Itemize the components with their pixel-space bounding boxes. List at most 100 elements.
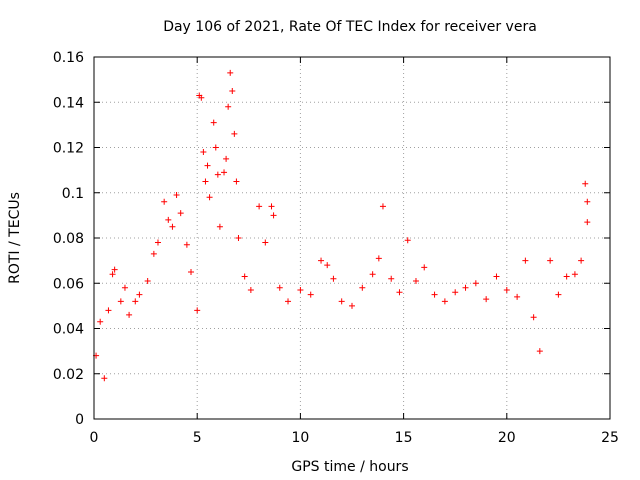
data-point [198, 94, 205, 101]
y-tick-label: 0.12 [53, 141, 84, 157]
data-point [472, 280, 479, 287]
data-point [101, 375, 108, 382]
data-point [132, 298, 139, 305]
data-point [194, 307, 201, 314]
data-point [229, 87, 236, 94]
data-point [462, 284, 469, 291]
data-point [452, 289, 459, 296]
data-point [268, 203, 275, 210]
data-point [404, 237, 411, 244]
x-tick-label: 10 [291, 430, 309, 446]
data-point [247, 287, 254, 294]
y-axis-label: ROTI / TECUs [7, 192, 23, 284]
data-point [270, 212, 277, 219]
data-point [578, 257, 585, 264]
data-point [225, 103, 232, 110]
data-point [396, 289, 403, 296]
data-point [256, 203, 263, 210]
data-point [109, 271, 116, 278]
data-point [231, 130, 238, 137]
data-point [177, 210, 184, 217]
data-point [493, 273, 500, 280]
data-point [206, 194, 213, 201]
data-point [388, 275, 395, 282]
grid-lines [94, 57, 610, 419]
data-point [161, 198, 168, 205]
data-point [375, 255, 382, 262]
data-point [105, 307, 112, 314]
data-point [582, 180, 589, 187]
data-point [169, 223, 176, 230]
data-point [121, 284, 128, 291]
y-tick-label: 0.1 [62, 186, 84, 202]
data-point [200, 149, 207, 156]
data-point [359, 284, 366, 291]
data-point [412, 277, 419, 284]
data-point [555, 291, 562, 298]
data-point [324, 262, 331, 269]
data-point [183, 241, 190, 248]
data-point [117, 298, 124, 305]
data-point [369, 271, 376, 278]
data-points [93, 69, 591, 382]
data-point [536, 348, 543, 355]
data-point [563, 273, 570, 280]
data-point [514, 293, 521, 300]
data-point [126, 311, 133, 318]
data-point [547, 257, 554, 264]
x-axis-label: GPS time / hours [291, 459, 408, 475]
x-tick-label: 5 [193, 430, 202, 446]
data-point [165, 216, 172, 223]
data-point [584, 198, 591, 205]
x-tick-label: 20 [498, 430, 516, 446]
x-tick-label: 0 [90, 430, 99, 446]
data-point [202, 178, 209, 185]
data-point [421, 264, 428, 271]
axis-ticks: 0 5 10 15 20 25 0 0.02 0.04 0.06 0.08 0.1 0.12 0.14 0.… [53, 50, 619, 446]
data-point [227, 69, 234, 76]
data-point [307, 291, 314, 298]
data-point [223, 155, 230, 162]
plot-frame [93, 56, 611, 420]
data-point [297, 287, 304, 294]
x-tick-label: 25 [601, 430, 619, 446]
data-point [235, 235, 242, 241]
data-point [318, 257, 325, 264]
data-point [338, 298, 345, 305]
data-point [212, 144, 219, 151]
data-point [188, 268, 195, 275]
y-tick-label: 0.04 [53, 322, 84, 338]
data-point [276, 284, 283, 291]
y-tick-label: 0.16 [53, 50, 84, 66]
data-point [330, 275, 337, 282]
data-point [173, 192, 180, 199]
data-point [233, 178, 240, 185]
data-point [483, 296, 490, 303]
data-point [349, 302, 355, 309]
x-tick-label: 15 [395, 430, 413, 446]
data-point [431, 291, 438, 298]
y-tick-label: 0 [75, 412, 84, 428]
y-tick-label: 0.08 [53, 231, 84, 247]
data-point [571, 271, 578, 278]
chart-title: Day 106 of 2021, Rate Of TEC Index for r… [163, 19, 537, 35]
data-point [111, 266, 118, 273]
data-point [144, 277, 151, 284]
data-point [210, 119, 217, 126]
data-point [150, 250, 157, 257]
data-point [136, 291, 143, 298]
data-point [216, 223, 223, 230]
data-point [97, 318, 104, 325]
data-point [503, 287, 510, 294]
y-tick-label: 0.02 [53, 367, 84, 383]
data-point [262, 239, 269, 246]
data-point [204, 162, 211, 169]
data-point [221, 169, 228, 176]
data-point [214, 171, 221, 178]
data-point [379, 203, 386, 210]
y-tick-label: 0.14 [53, 95, 84, 111]
data-point [441, 298, 448, 305]
data-point [530, 314, 537, 321]
data-point [241, 273, 248, 280]
